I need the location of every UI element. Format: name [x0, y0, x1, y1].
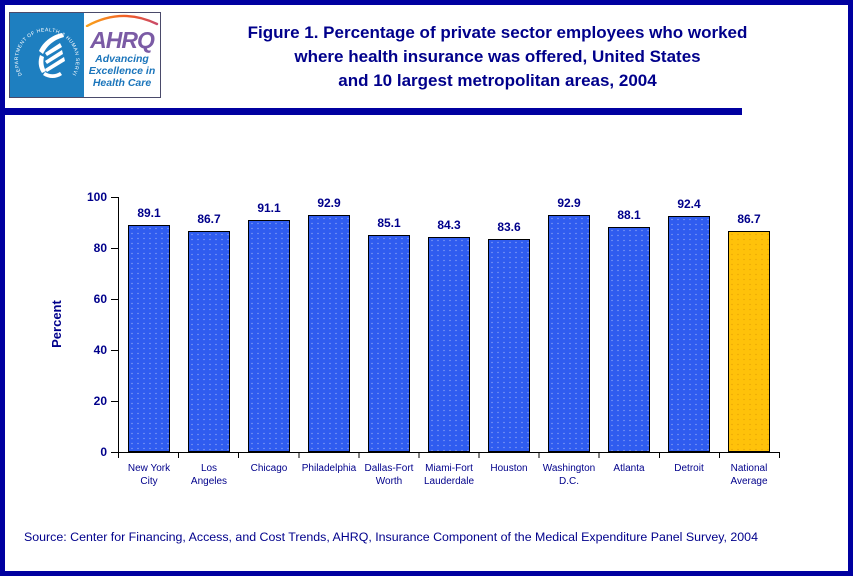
x-label-philadelphia: Philadelphia — [293, 462, 365, 475]
y-tick-label-60: 60 — [93, 292, 107, 306]
ahrq-arc-icon — [85, 14, 159, 28]
y-tick-label-80: 80 — [93, 241, 107, 255]
x-label-line: D.C. — [559, 476, 579, 487]
ahrq-tagline: Advancing Excellence in Health Care — [84, 53, 160, 89]
x-axis-ticks — [118, 452, 780, 458]
x-label-detroit: Detroit — [653, 462, 725, 475]
bar-dallas-fort-worth — [368, 235, 410, 452]
bar-column-houston: 83.6 Houston — [479, 197, 539, 474]
bar-column-philadelphia: 92.9 Philadelphia — [299, 196, 359, 474]
ahrq-wordmark: AHRQ — [90, 27, 155, 53]
y-axis-labels: 0 20 40 60 80 100 — [77, 190, 107, 459]
y-tick-mark-40 — [111, 350, 118, 351]
bar-column-miami-fort-lauderdale: 84.3 Miami-Fort Lauderdale — [419, 197, 479, 487]
bar-detroit — [668, 216, 710, 452]
x-label-line: Detroit — [674, 463, 704, 474]
x-label-line: Miami-Fort — [425, 463, 473, 474]
x-label-line: Philadelphia — [301, 463, 357, 474]
bar-atlanta — [608, 227, 650, 452]
y-tick-label-40: 40 — [93, 343, 107, 357]
bar-value-dallas-fort-worth: 85.1 — [377, 216, 401, 230]
x-label-new-york-city: New York City — [113, 462, 185, 488]
bar-miami-fort-lauderdale — [428, 237, 470, 452]
bar-column-national-average: 86.7 National Average — [719, 197, 779, 487]
figure-title: Figure 1. Percentage of private sector e… — [155, 21, 840, 93]
y-tick-mark-100 — [111, 197, 118, 198]
title-line-3: and 10 largest metropolitan areas, 2004 — [338, 71, 657, 90]
bar-value-detroit: 92.4 — [677, 197, 701, 212]
bar-chicago — [248, 219, 290, 452]
y-tick-mark-80 — [111, 248, 118, 249]
x-label-atlanta: Atlanta — [593, 462, 665, 475]
bar-value-washington-d-c: 92.9 — [557, 196, 581, 211]
bar-value-houston: 83.6 — [497, 219, 521, 234]
hhs-eagle-icon: DEPARTMENT OF HEALTH & HUMAN SERVICES • … — [10, 13, 84, 97]
bar-new-york-city — [128, 224, 170, 452]
bar-value-philadelphia: 92.9 — [317, 196, 341, 211]
tagline-line-2: Excellence in — [88, 65, 156, 77]
x-label-line: Lauderdale — [423, 476, 475, 487]
bar-column-washington-d-c: 92.9 Washington D.C. — [539, 196, 599, 487]
x-label-los-angeles: Los Angeles — [173, 462, 245, 488]
title-line-2: where health insurance was offered, Unit… — [294, 47, 701, 66]
x-label-line: Atlanta — [613, 463, 645, 474]
hhs-seal-icon: DEPARTMENT OF HEALTH & HUMAN SERVICES • … — [10, 13, 84, 97]
bar-national-average — [728, 230, 770, 452]
x-label-dallas-fort-worth: Dallas-Fort Worth — [353, 462, 425, 488]
x-label-houston: Houston — [473, 462, 545, 475]
tagline-line-1: Advancing — [95, 53, 149, 65]
x-label-national-average: National Average — [713, 462, 785, 488]
x-label-line: Chicago — [250, 463, 288, 474]
bar-value-los-angeles: 86.7 — [197, 211, 221, 226]
x-label-line: Dallas-Fort — [364, 463, 414, 474]
bar-value-new-york-city: 89.1 — [137, 205, 161, 220]
y-axis-ticks — [111, 197, 118, 453]
y-tick-label-0: 0 — [100, 445, 107, 459]
bar-los-angeles — [188, 230, 230, 452]
bar-column-atlanta: 88.1 Atlanta — [599, 197, 659, 474]
y-tick-label-100: 100 — [86, 190, 107, 204]
bar-philadelphia — [308, 215, 350, 452]
bar-column-new-york-city: 89.1 New York City — [119, 197, 179, 487]
x-label-line: Los — [200, 463, 218, 474]
y-tick-label-20: 20 — [93, 394, 107, 408]
x-label-line: Washington — [542, 463, 596, 474]
x-label-line: New York — [127, 463, 171, 474]
title-line-1: Figure 1. Percentage of private sector e… — [247, 23, 748, 42]
bar-washington-d-c — [548, 215, 590, 452]
bar-houston — [488, 238, 530, 452]
x-label-chicago: Chicago — [233, 462, 305, 475]
x-label-line: National — [730, 463, 768, 474]
x-label-line: City — [140, 476, 158, 487]
y-tick-mark-60 — [111, 299, 118, 300]
bar-column-chicago: 91.1 Chicago — [239, 197, 299, 474]
tagline-line-3: Health Care — [92, 77, 152, 89]
bar-value-miami-fort-lauderdale: 84.3 — [437, 218, 461, 233]
bar-value-national-average: 86.7 — [737, 211, 761, 226]
y-tick-mark-0 — [111, 452, 118, 453]
ahrq-logo: AHRQ Advancing Excellence in Health Care — [84, 13, 160, 97]
header-divider — [5, 108, 742, 115]
x-label-line: Angeles — [190, 476, 228, 487]
x-label-line: Worth — [375, 476, 403, 487]
y-tick-mark-20 — [111, 401, 118, 402]
bar-value-atlanta: 88.1 — [617, 208, 641, 223]
bar-value-chicago: 91.1 — [257, 200, 281, 215]
bar-column-detroit: 92.4 Detroit — [659, 197, 719, 474]
y-axis-title: Percent — [49, 300, 64, 348]
bar-column-los-angeles: 86.7 Los Angeles — [179, 197, 239, 487]
x-label-line: Houston — [490, 463, 528, 474]
x-label-miami-fort-lauderdale: Miami-Fort Lauderdale — [413, 462, 485, 488]
bar-chart: 89.1 New York City 86.7 Los Angeles 91.1 Chicag… — [119, 196, 779, 487]
bar-column-dallas-fort-worth: 85.1 Dallas-Fort Worth — [359, 197, 419, 487]
x-label-washington-d-c: Washington D.C. — [533, 462, 605, 488]
source-note: Source: Center for Financing, Access, an… — [24, 530, 758, 544]
x-label-line: Average — [730, 476, 768, 487]
ahrq-hhs-logo: DEPARTMENT OF HEALTH & HUMAN SERVICES • … — [9, 12, 161, 98]
